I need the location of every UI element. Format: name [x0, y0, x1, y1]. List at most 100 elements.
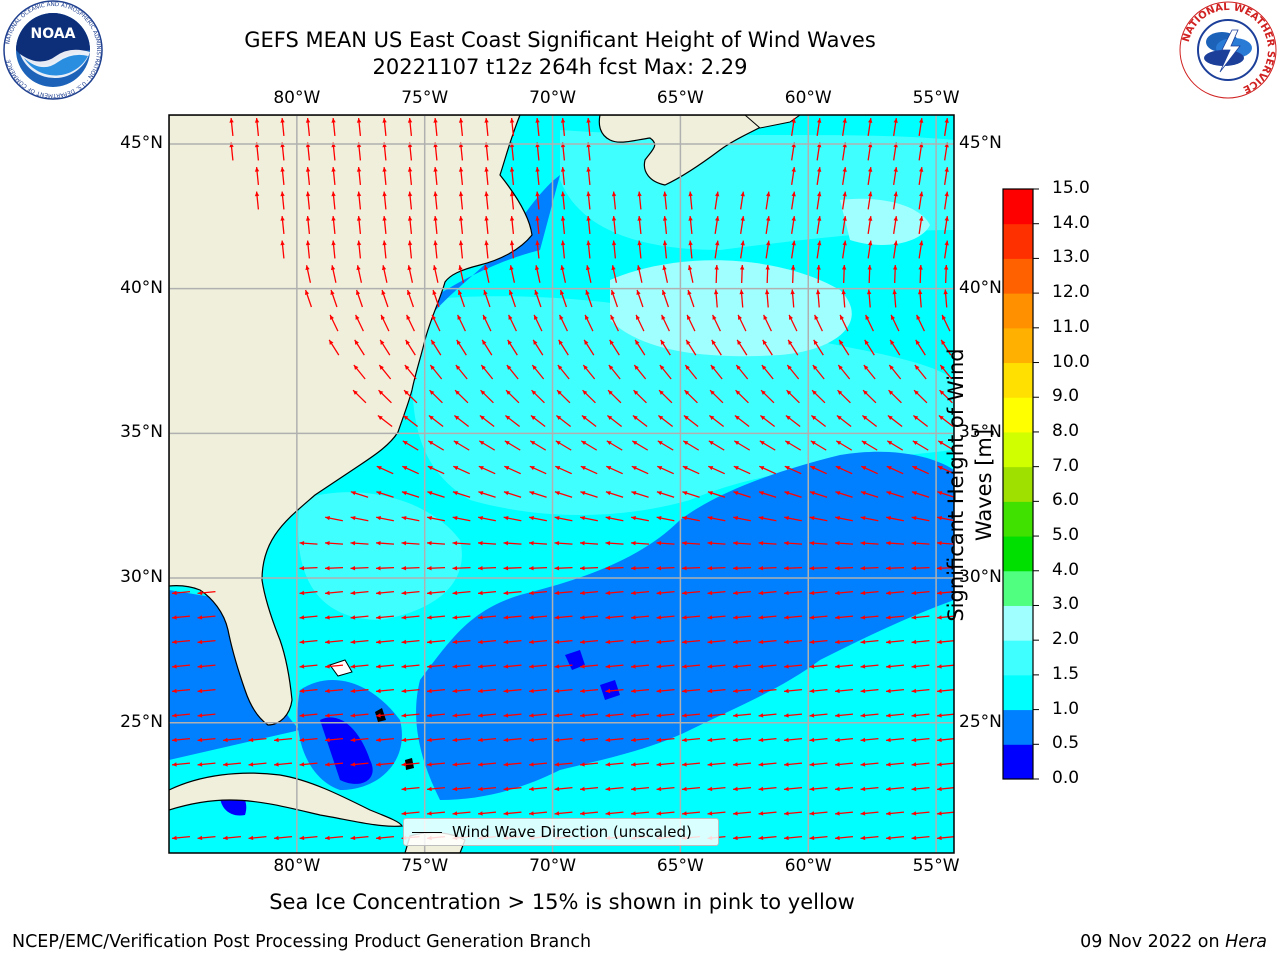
wave-arrow: [809, 786, 828, 792]
wave-arrow: [834, 811, 854, 816]
wave-arrow: [426, 664, 446, 669]
wave-arrow: [605, 516, 624, 522]
wave-arrow: [630, 786, 650, 792]
wave-arrow: [427, 516, 445, 522]
wave-arrow: [631, 491, 649, 498]
wave-arrow: [560, 191, 566, 210]
wave-arrow: [764, 289, 770, 308]
wave-arrow: [171, 713, 191, 718]
wave-arrow: [681, 639, 701, 645]
wave-arrow: [458, 240, 464, 259]
wave-arrow: [375, 540, 395, 546]
wave-arrow: [809, 516, 828, 522]
colorbar-tick-label-12: 10.0: [1052, 351, 1090, 372]
wave-arrow: [197, 762, 216, 767]
wave-arrow: [632, 414, 648, 428]
wave-arrow: [555, 440, 572, 451]
wave-arrow: [477, 737, 497, 743]
wave-arrow: [809, 811, 828, 816]
wave-arrow: [429, 364, 443, 380]
wave-arrow: [554, 615, 573, 620]
wave-arrow: [406, 314, 415, 332]
wave-arrow: [809, 590, 828, 596]
wave-arrow: [350, 491, 369, 498]
wave-arrow: [740, 191, 745, 210]
wave-arrow: [714, 264, 719, 284]
wave-arrow: [299, 713, 318, 718]
wave-arrow: [911, 811, 930, 816]
wave-arrow: [452, 762, 471, 767]
wave-arrow: [888, 364, 902, 380]
colorbar-swatch-4: [1003, 605, 1033, 641]
wave-arrow: [431, 314, 441, 332]
wave-arrow: [662, 191, 668, 210]
wave-arrow: [606, 440, 623, 451]
wave-arrow: [554, 762, 573, 767]
wave-arrow: [254, 166, 260, 186]
wave-arrow: [759, 440, 776, 451]
wave-arrow: [458, 142, 464, 161]
colorbar-tick-label-8: 6.0: [1052, 490, 1080, 511]
wave-arrow: [503, 566, 522, 571]
wave-arrow: [586, 240, 591, 259]
wave-arrow: [839, 314, 849, 332]
wave-arrow: [503, 615, 522, 620]
wave-arrow: [656, 540, 675, 546]
wave-arrow: [457, 314, 466, 332]
wave-arrow: [911, 664, 930, 669]
wave-arrow: [299, 737, 318, 743]
wave-arrow: [733, 516, 751, 522]
lat-label-left-4: 25°N: [120, 711, 163, 732]
wave-arrow: [707, 639, 726, 645]
wave-arrow: [936, 737, 954, 743]
wave-arrow: [681, 615, 701, 620]
wave-arrow: [885, 786, 905, 792]
wave-arrow: [637, 191, 642, 210]
wave-arrow: [816, 264, 821, 284]
wave-arrow: [426, 688, 446, 694]
legend-label: Wind Wave Direction (unscaled): [452, 823, 692, 841]
wave-arrow: [605, 688, 624, 694]
wave-arrow: [936, 540, 954, 546]
wave-arrow: [356, 240, 362, 259]
wave-arrow: [305, 117, 311, 137]
wave-arrow: [636, 265, 643, 283]
wave-arrow: [554, 491, 573, 498]
wave-arrow: [197, 590, 216, 596]
wave-arrow: [477, 713, 497, 718]
wave-arrow: [331, 166, 336, 186]
wave-arrow: [842, 118, 847, 136]
wave-arrow: [483, 265, 490, 283]
wave-arrow: [401, 762, 420, 767]
wave-arrow: [660, 339, 671, 356]
wave-arrow: [375, 835, 395, 841]
wave-arrow: [937, 465, 954, 475]
wave-arrow: [911, 516, 930, 522]
wave-arrow: [605, 786, 624, 792]
wave-arrow: [783, 762, 803, 767]
wave-arrow: [378, 364, 392, 380]
wave-arrow: [229, 142, 234, 161]
wave-arrow: [503, 737, 522, 743]
nova-scotia: [598, 115, 781, 186]
wave-arrow: [171, 615, 191, 620]
wave-arrow: [477, 811, 497, 816]
colorbar-tick-label-16: 14.0: [1052, 212, 1090, 233]
wave-arrow: [656, 516, 675, 522]
wave-arrow: [914, 364, 927, 380]
wave-arrow: [917, 289, 923, 308]
wave-arrow: [714, 216, 720, 234]
wave-arrow: [637, 240, 642, 259]
wave-arrow: [861, 465, 878, 475]
wave-arrow: [656, 491, 675, 498]
wave-arrow: [299, 566, 318, 571]
wave-arrow: [585, 289, 593, 308]
wave-arrow: [171, 737, 191, 743]
wave-arrow: [529, 465, 547, 475]
wave-arrow: [554, 516, 573, 522]
colorbar-tick-label-14: 12.0: [1052, 282, 1090, 303]
wave-arrow: [477, 566, 497, 571]
wind-wave-arrows: [171, 117, 954, 841]
wave-arrow: [918, 216, 924, 234]
wave-arrow: [791, 191, 796, 210]
